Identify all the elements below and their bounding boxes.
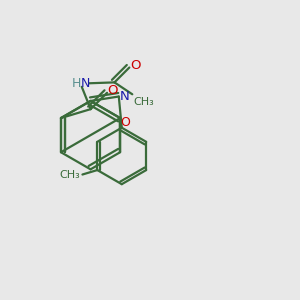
Text: N: N <box>81 77 90 90</box>
Text: CH₃: CH₃ <box>134 97 154 106</box>
Text: H: H <box>72 77 81 90</box>
Text: O: O <box>108 84 118 97</box>
Text: N: N <box>119 90 129 103</box>
Text: O: O <box>130 58 140 72</box>
Text: CH₃: CH₃ <box>59 169 80 179</box>
Text: O: O <box>121 116 130 129</box>
